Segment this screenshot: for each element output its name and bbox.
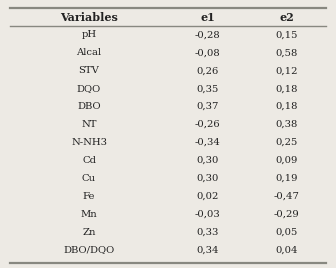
Text: 0,30: 0,30 — [196, 156, 219, 165]
Text: Fe: Fe — [83, 192, 95, 201]
Text: 0,04: 0,04 — [275, 245, 298, 255]
Text: 0,30: 0,30 — [196, 174, 219, 183]
Text: -0,08: -0,08 — [195, 48, 220, 57]
Text: DBO: DBO — [77, 102, 101, 111]
Text: pH: pH — [81, 31, 97, 39]
Text: 0,35: 0,35 — [196, 84, 219, 93]
Text: 0,37: 0,37 — [196, 102, 219, 111]
Text: 0,18: 0,18 — [275, 102, 298, 111]
Text: -0,34: -0,34 — [195, 138, 220, 147]
Text: Cd: Cd — [82, 156, 96, 165]
Text: 0,15: 0,15 — [275, 31, 298, 39]
Text: 0,26: 0,26 — [196, 66, 219, 75]
Text: -0,47: -0,47 — [274, 192, 299, 201]
Text: 0,58: 0,58 — [275, 48, 298, 57]
Text: 0,34: 0,34 — [196, 245, 219, 255]
Text: 0,33: 0,33 — [196, 228, 219, 237]
Text: -0,03: -0,03 — [195, 210, 220, 219]
Text: 0,02: 0,02 — [196, 192, 219, 201]
Text: N-NH3: N-NH3 — [71, 138, 107, 147]
Text: Zn: Zn — [82, 228, 96, 237]
Text: e1: e1 — [200, 12, 215, 23]
Text: 0,12: 0,12 — [275, 66, 298, 75]
Text: 0,09: 0,09 — [275, 156, 298, 165]
Text: 0,38: 0,38 — [275, 120, 298, 129]
Text: DBO/DQO: DBO/DQO — [64, 245, 115, 255]
Text: -0,28: -0,28 — [195, 31, 220, 39]
Text: e2: e2 — [279, 12, 294, 23]
Text: -0,29: -0,29 — [274, 210, 299, 219]
Text: STV: STV — [79, 66, 99, 75]
Text: 0,25: 0,25 — [275, 138, 298, 147]
Text: Alcal: Alcal — [77, 48, 101, 57]
Text: Mn: Mn — [81, 210, 97, 219]
Text: 0,19: 0,19 — [275, 174, 298, 183]
Text: Cu: Cu — [82, 174, 96, 183]
Text: 0,18: 0,18 — [275, 84, 298, 93]
Text: 0,05: 0,05 — [275, 228, 298, 237]
Text: NT: NT — [81, 120, 97, 129]
Text: DQO: DQO — [77, 84, 101, 93]
Text: Variables: Variables — [60, 12, 118, 23]
Text: -0,26: -0,26 — [195, 120, 220, 129]
